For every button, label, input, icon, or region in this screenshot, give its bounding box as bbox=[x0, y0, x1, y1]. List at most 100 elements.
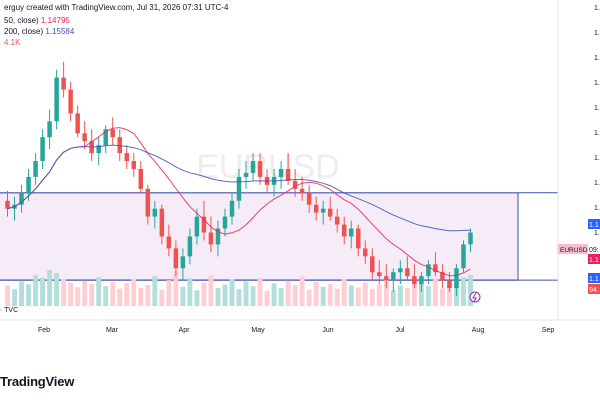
volume-bar bbox=[285, 280, 291, 306]
candle-body bbox=[306, 192, 312, 205]
symbol-tag-background bbox=[558, 244, 590, 254]
time-tick-label: May bbox=[251, 327, 265, 334]
volume-bar bbox=[250, 286, 256, 306]
ma-long-legend[interactable]: 200, close) 1.15584 bbox=[4, 27, 74, 36]
volume-bar bbox=[341, 279, 347, 306]
candle-body bbox=[377, 272, 382, 277]
ma-short-label: 50, close) bbox=[4, 16, 39, 25]
candle-body bbox=[236, 176, 242, 201]
price-tick-label: 1.1 bbox=[594, 180, 600, 187]
candle-body bbox=[334, 216, 340, 225]
volume-bar bbox=[390, 290, 396, 306]
candle-body bbox=[405, 268, 410, 277]
price-badge-text: 09: bbox=[589, 247, 599, 254]
volume-bar bbox=[355, 287, 361, 306]
volume-bar bbox=[264, 291, 270, 306]
candle-body bbox=[26, 176, 31, 193]
volume-bar bbox=[236, 289, 242, 306]
volume-bar bbox=[152, 276, 158, 306]
volume-bar bbox=[362, 282, 368, 306]
ma-long-value: 1.15584 bbox=[45, 27, 75, 36]
volume-bar bbox=[166, 280, 172, 306]
price-badge-text: 1.1 bbox=[589, 276, 599, 283]
candle-body bbox=[412, 276, 417, 285]
candle-body bbox=[201, 216, 207, 233]
volume-bar bbox=[117, 288, 123, 306]
candle-body bbox=[194, 216, 200, 237]
volume-bar bbox=[369, 289, 375, 306]
price-tick-label: 1.1 bbox=[594, 80, 600, 87]
time-tick-label: Sep bbox=[542, 327, 555, 334]
price-badge-text: 1.1 bbox=[589, 222, 599, 229]
candle-body bbox=[47, 121, 52, 138]
volume-bar bbox=[292, 285, 298, 306]
price-tick-label: 1.1 bbox=[594, 230, 600, 237]
volume-bar bbox=[40, 277, 46, 306]
volume-bar bbox=[243, 281, 249, 306]
volume-bar bbox=[222, 284, 228, 306]
candle-body bbox=[215, 228, 221, 245]
price-badge-background bbox=[588, 273, 600, 283]
volume-bar bbox=[327, 283, 333, 306]
volume-bar bbox=[320, 286, 326, 306]
candle-body bbox=[152, 208, 158, 217]
candle-body bbox=[110, 129, 115, 138]
candle-body bbox=[173, 248, 179, 269]
candle-body bbox=[341, 224, 347, 237]
volume-bar bbox=[397, 285, 403, 306]
time-tick-label: Apr bbox=[179, 327, 191, 334]
volume-bar bbox=[411, 281, 417, 306]
candle-body bbox=[159, 208, 165, 237]
candle-body bbox=[166, 236, 172, 249]
tradingview-logo-text[interactable]: TradingView bbox=[0, 374, 75, 389]
lightning-icon bbox=[472, 292, 477, 303]
candle-body bbox=[299, 188, 305, 193]
price-badge-background bbox=[588, 244, 600, 254]
candle-body bbox=[33, 161, 38, 177]
candle-body bbox=[222, 216, 228, 229]
volume-bar bbox=[208, 275, 214, 306]
volume-bar bbox=[82, 280, 88, 306]
volume-bar bbox=[313, 282, 319, 306]
candle-body bbox=[61, 77, 66, 90]
candle-body bbox=[461, 244, 466, 269]
volume-bar bbox=[201, 282, 207, 306]
candle-body bbox=[54, 77, 59, 122]
volume-bar bbox=[461, 277, 466, 306]
price-badge-background bbox=[588, 219, 600, 229]
price-tick-label: 1.2 bbox=[594, 30, 600, 37]
volume-bar bbox=[131, 279, 137, 306]
volume-bar bbox=[334, 288, 340, 306]
volume-bar bbox=[110, 282, 116, 306]
volume-bar bbox=[159, 289, 165, 306]
price-tick-label: 1.1 bbox=[594, 155, 600, 162]
volume-bar bbox=[299, 276, 305, 306]
data-source-label: · TVC bbox=[0, 307, 19, 314]
ma-long-label: 200, close) bbox=[4, 27, 44, 36]
price-tick-label: 1.1 bbox=[594, 55, 600, 62]
volume-bar bbox=[96, 277, 102, 306]
time-tick-label: Mar bbox=[106, 327, 119, 334]
candle-body bbox=[348, 228, 354, 237]
author-and-date-text: erguy created with TradingView.com, Jul … bbox=[4, 3, 229, 12]
volume-bar bbox=[439, 288, 445, 306]
candle-body bbox=[447, 280, 452, 289]
volume-legend[interactable]: 4.1K bbox=[4, 38, 20, 47]
volume-bar bbox=[271, 283, 277, 306]
price-badge-background bbox=[588, 254, 600, 264]
volume-bar bbox=[103, 286, 109, 306]
volume-bar bbox=[61, 279, 67, 306]
candle-body bbox=[82, 133, 87, 142]
volume-bar bbox=[257, 277, 263, 306]
candle-body bbox=[103, 129, 108, 146]
volume-bar bbox=[33, 274, 39, 306]
price-tick-label: 1.2 bbox=[594, 5, 600, 12]
time-tick-label: Jun bbox=[322, 327, 333, 334]
volume-bar bbox=[432, 278, 438, 306]
candle-body bbox=[454, 268, 459, 289]
ma-short-legend[interactable]: 50, close) 1.14795 bbox=[4, 16, 70, 25]
candle-body bbox=[278, 168, 284, 177]
price-tick-label: 1.1 bbox=[594, 130, 600, 137]
